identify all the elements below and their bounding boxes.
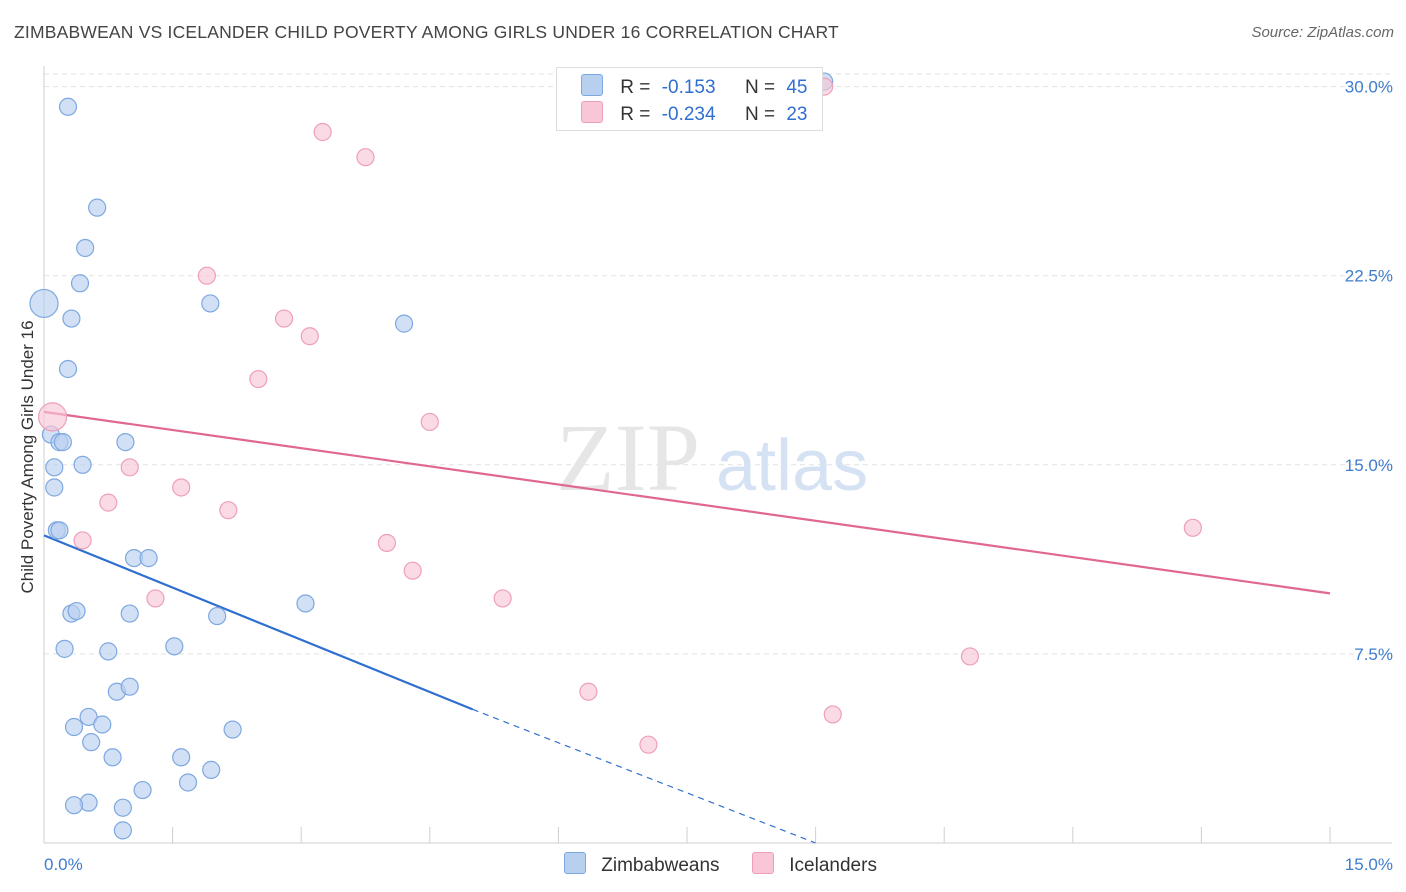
icelanders-point [1183, 518, 1202, 537]
chart-title: ZIMBABWEAN VS ICELANDER CHILD POVERTY AM… [14, 22, 839, 42]
zimbabweans-point [79, 707, 98, 727]
icelanders-point [823, 705, 842, 724]
legend-r-label: R = [620, 77, 651, 98]
legend-n-label: N = [744, 104, 776, 125]
zimbabweans-point [29, 288, 59, 319]
legend-row-zimbabweans: R = -0.153 N = 45 [581, 74, 807, 100]
legend-n-value: 23 [786, 104, 808, 125]
x-tick-label: 15.0% [1345, 855, 1393, 874]
zimbabweans-trend-line [43, 534, 474, 711]
grid-lines [44, 73, 1392, 655]
legend: R = -0.153 N = 45 R = -0.234 N = 23 [556, 67, 823, 131]
icelanders-point [172, 478, 191, 497]
zimbabweans-point [55, 639, 74, 658]
watermark-zip: ZIP [556, 404, 700, 511]
zimbabweans-point [45, 478, 64, 497]
icelanders-point [37, 402, 68, 432]
y-tick-label: 7.5% [1354, 645, 1393, 664]
zimbabweans-point [394, 314, 414, 333]
chart-source: Source: ZipAtlas.com [1251, 24, 1394, 41]
zimbabweans-point [53, 433, 72, 452]
icelanders-point [493, 589, 512, 608]
zimbabweans-point [99, 642, 118, 661]
trend-lines [43, 410, 1331, 844]
icelanders-point [639, 735, 658, 754]
watermark: ZIP atlas [556, 404, 868, 511]
zimbabweans-point [73, 455, 92, 474]
icelanders-point [249, 369, 268, 389]
y-tick-label: 30.0% [1345, 78, 1393, 97]
icelanders-point [197, 266, 216, 285]
bottom-legend-swatch-pink [752, 852, 774, 874]
zimbabweans-point [58, 97, 78, 116]
data-points [29, 72, 1202, 840]
zimbabweans-trend-extension [472, 708, 816, 844]
axes [43, 66, 1392, 844]
zimbabweans-point [45, 458, 64, 477]
zimbabweans-point [208, 606, 227, 626]
legend-n-label: N = [744, 77, 776, 98]
bottom-legend-swatch-blue [564, 852, 586, 874]
icelanders-point [420, 412, 439, 432]
zimbabweans-point [223, 720, 242, 739]
zimbabweans-point [296, 594, 315, 613]
bottom-legend-icelanders[interactable]: Icelanders [752, 852, 877, 877]
icelanders-point [146, 589, 165, 608]
zimbabweans-point [113, 821, 132, 840]
zimbabweans-point [113, 798, 132, 817]
zimbabweans-point [50, 521, 69, 540]
legend-swatch-pink [581, 101, 603, 123]
zimbabweans-point [93, 715, 112, 734]
legend-row-icelanders: R = -0.234 N = 23 [581, 101, 807, 127]
zimbabweans-point [62, 309, 81, 328]
zimbabweans-point [201, 294, 220, 313]
zimbabweans-point [202, 760, 221, 779]
icelanders-point [274, 309, 294, 328]
bottom-legend-label: Zimbabweans [601, 855, 720, 876]
zimbabweans-point [103, 748, 122, 767]
icelanders-point [313, 122, 332, 142]
tick-labels: 7.5% 15.0% 22.5% 30.0% 0.0% 15.0% [44, 78, 1393, 874]
icelanders-point [73, 531, 92, 550]
legend-swatch-blue [581, 74, 603, 96]
icelanders-point [99, 493, 118, 512]
zimbabweans-point [88, 198, 107, 217]
zimbabweans-point [139, 548, 158, 568]
x-tick-label: 0.0% [44, 855, 83, 874]
bottom-legend-label: Icelanders [789, 855, 877, 876]
icelanders-point [403, 561, 422, 580]
icelanders-point [377, 533, 397, 553]
zimbabweans-point [172, 748, 191, 767]
icelanders-point [579, 682, 598, 701]
icelanders-point [300, 327, 319, 346]
zimbabweans-point [58, 359, 78, 379]
zimbabweans-point [64, 717, 84, 737]
icelanders-point [120, 458, 139, 477]
zimbabweans-point [70, 274, 90, 293]
legend-r-value: -0.153 [661, 77, 716, 98]
icelanders-point [219, 501, 238, 520]
zimbabweans-point [76, 238, 95, 258]
zimbabweans-point [178, 773, 198, 792]
zimbabweans-point [116, 433, 135, 452]
legend-r-label: R = [620, 104, 651, 125]
legend-r-value: -0.234 [661, 104, 716, 125]
icelanders-point [356, 148, 375, 167]
zimbabweans-point [120, 677, 139, 696]
legend-n-value: 45 [786, 77, 808, 98]
zimbabweans-point [120, 604, 139, 623]
zimbabweans-point [67, 601, 86, 621]
icelanders-point [960, 647, 980, 666]
watermark-atlas: atlas [716, 426, 868, 506]
y-tick-label: 22.5% [1345, 267, 1393, 286]
icelanders-trend-line [43, 410, 1331, 595]
zimbabweans-point [133, 780, 152, 800]
zimbabweans-point [82, 733, 101, 752]
y-tick-label: 15.0% [1345, 456, 1393, 475]
y-axis-title: Child Poverty Among Girls Under 16 [18, 320, 37, 593]
bottom-legend-zimbabweans[interactable]: Zimbabweans [564, 852, 720, 877]
zimbabweans-point [64, 796, 84, 815]
zimbabweans-point [165, 637, 184, 656]
